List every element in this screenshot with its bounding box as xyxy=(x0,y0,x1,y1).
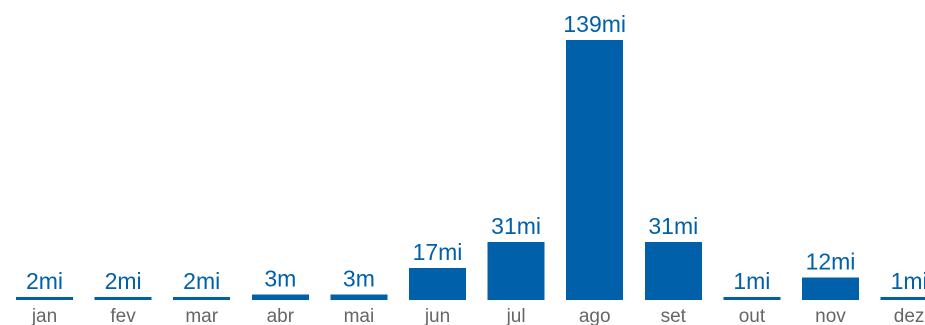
bar-fev xyxy=(94,297,152,300)
value-label-jan: 2mi xyxy=(26,268,63,294)
value-label-set: 31mi xyxy=(648,213,698,239)
x-tick-dez: dez xyxy=(894,306,925,325)
bar-ago xyxy=(566,40,624,300)
x-tick-jan: jan xyxy=(31,306,57,325)
value-label-mar: 2mi xyxy=(183,268,220,294)
x-tick-mai: mai xyxy=(344,306,375,325)
bar-abr xyxy=(251,294,309,300)
x-tick-out: out xyxy=(739,306,766,325)
x-tick-nov: nov xyxy=(815,306,846,325)
x-tick-mar: mar xyxy=(185,306,218,325)
value-label-out: 1mi xyxy=(733,268,770,294)
value-label-nov: 12mi xyxy=(806,249,856,275)
bar-mai xyxy=(330,294,388,300)
value-label-ago: 139mi xyxy=(563,11,626,37)
value-label-dez: 1mi xyxy=(891,268,925,294)
bar-jan xyxy=(16,297,73,300)
bar-nov xyxy=(802,277,859,300)
x-tick-jul: jul xyxy=(506,306,526,325)
bar-set xyxy=(644,242,702,300)
value-label-jul: 31mi xyxy=(491,213,541,239)
value-label-jun: 17mi xyxy=(413,239,463,265)
bars-group xyxy=(16,40,925,300)
bar-out xyxy=(723,297,781,300)
x-tick-fev: fev xyxy=(110,306,136,325)
x-tick-jun: jun xyxy=(424,306,450,325)
bar-jun xyxy=(409,268,466,300)
bar-mar xyxy=(173,297,231,300)
value-label-mai: 3m xyxy=(343,265,375,291)
value-label-fev: 2mi xyxy=(105,268,142,294)
bar-jul xyxy=(487,242,545,300)
x-tick-set: set xyxy=(661,306,687,325)
bar-dez xyxy=(880,297,925,300)
x-tick-abr: abr xyxy=(267,306,295,325)
value-label-abr: 3m xyxy=(264,265,296,291)
x-tick-ago: ago xyxy=(579,306,611,325)
x-axis-tick-labels: jan fev mar abr mai jun jul ago set out nov dez xyxy=(31,306,925,325)
value-labels-group: 2mi 2mi 2mi 3m 3m 17mi 31mi 139mi 31mi 1mi 12mi 1mi xyxy=(26,11,925,294)
